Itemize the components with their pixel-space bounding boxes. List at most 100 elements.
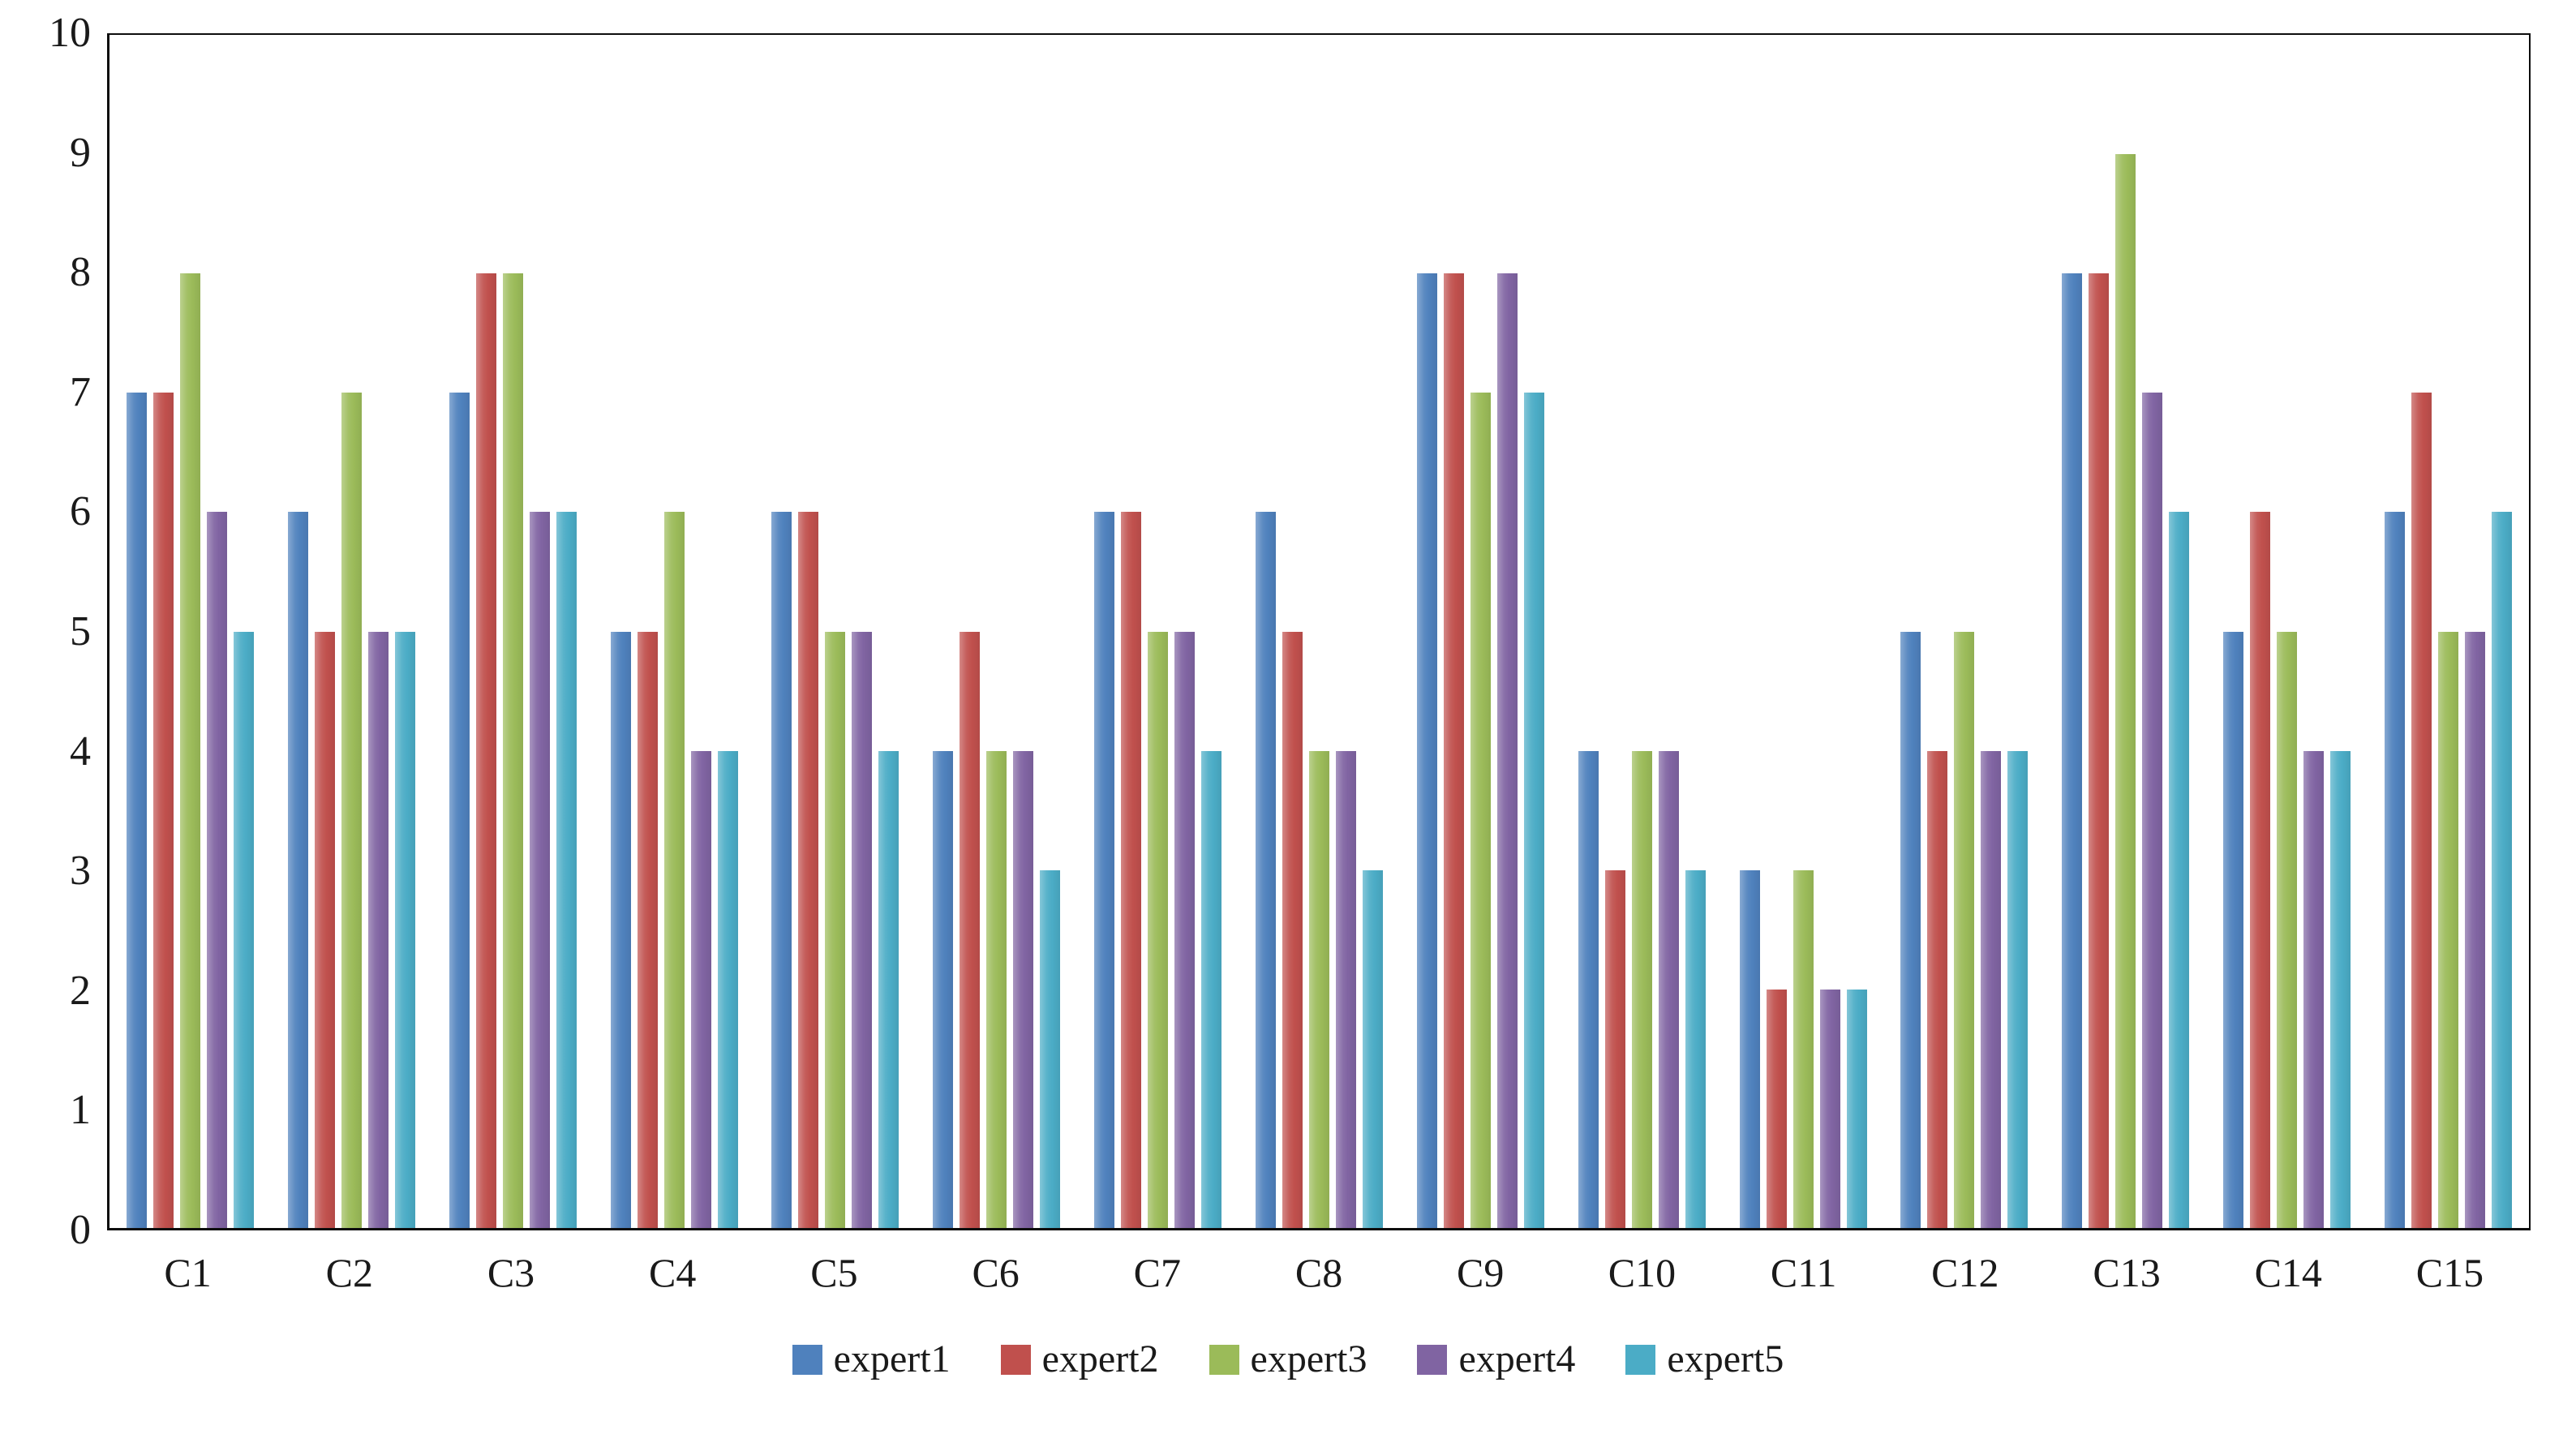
bar-C3-expert1 <box>449 393 470 1228</box>
bar-C10-expert3 <box>1631 750 1652 1228</box>
bar-C9-expert5 <box>1523 393 1544 1228</box>
bar-C8-expert5 <box>1362 869 1383 1228</box>
x-axis-label-C15: C15 <box>2415 1250 2484 1295</box>
x-axis-label-C12: C12 <box>1931 1250 1999 1295</box>
bar-C11-expert5 <box>1846 989 1867 1228</box>
legend-swatch-expert2 <box>1000 1344 1031 1375</box>
bar-group-C9 <box>1400 35 1561 1228</box>
bar-C7-expert4 <box>1174 631 1196 1228</box>
bar-C6-expert4 <box>1013 750 1034 1228</box>
legend-item-expert5: expert5 <box>1625 1340 1784 1379</box>
bar-C1-expert5 <box>233 631 254 1228</box>
bar-C14-expert1 <box>2223 631 2244 1228</box>
bar-group-C7 <box>1077 35 1239 1228</box>
y-axis-tick-label-10: 10 <box>49 10 91 56</box>
bar-C14-expert4 <box>2303 750 2325 1228</box>
x-axis-label-C10: C10 <box>1608 1250 1677 1295</box>
bar-C6-expert3 <box>986 750 1007 1228</box>
y-axis-tick-label-1: 1 <box>70 1087 91 1134</box>
x-axis-label-C5: C5 <box>810 1250 858 1295</box>
legend-swatch-expert4 <box>1417 1344 1448 1375</box>
x-axis-label-C13: C13 <box>2093 1250 2161 1295</box>
bar-C2-expert2 <box>314 631 335 1228</box>
x-axis-label-C6: C6 <box>972 1250 1020 1295</box>
bar-group-C10 <box>1561 35 1723 1228</box>
legend-swatch-expert1 <box>792 1344 822 1375</box>
bar-C8-expert2 <box>1282 631 1303 1228</box>
bar-group-C15 <box>2368 35 2529 1228</box>
bar-C12-expert1 <box>1900 631 1921 1228</box>
y-axis-tick-label-6: 6 <box>70 488 91 535</box>
bar-C14-expert2 <box>2250 512 2271 1228</box>
bar-C6-expert5 <box>1040 869 1061 1228</box>
y-axis-tick-label-2: 2 <box>70 967 91 1014</box>
bar-C12-expert2 <box>1927 750 1948 1228</box>
bar-group-C3 <box>432 35 594 1228</box>
legend-swatch-expert5 <box>1625 1344 1656 1375</box>
bar-C8-expert3 <box>1308 750 1329 1228</box>
bar-C2-expert1 <box>287 512 308 1228</box>
bar-C9-expert3 <box>1470 393 1491 1228</box>
bar-C9-expert1 <box>1416 273 1437 1228</box>
x-axis-label-C1: C1 <box>164 1250 212 1295</box>
bar-C5-expert3 <box>825 631 846 1228</box>
legend-label-expert3: expert3 <box>1250 1337 1367 1380</box>
bar-C13-expert2 <box>2089 273 2110 1228</box>
x-axis-label-C2: C2 <box>325 1250 373 1295</box>
bar-C12-expert4 <box>1981 750 2002 1228</box>
bar-C11-expert1 <box>1739 869 1760 1228</box>
y-axis-tick-label-5: 5 <box>70 608 91 655</box>
bar-C6-expert2 <box>960 631 981 1228</box>
y-axis: 0 1 2 3 4 5 6 7 8 9 10 <box>0 12 91 1252</box>
bar-C1-expert2 <box>152 393 174 1228</box>
y-axis-tick-label-4: 4 <box>70 728 91 775</box>
bar-C4-expert1 <box>610 631 631 1228</box>
bar-C8-expert4 <box>1335 750 1356 1228</box>
bar-C10-expert1 <box>1578 750 1599 1228</box>
bar-C7-expert2 <box>1121 512 1142 1228</box>
x-axis-label-C9: C9 <box>1457 1250 1505 1295</box>
legend-label-expert5: expert5 <box>1667 1337 1784 1380</box>
bar-C4-expert5 <box>717 750 738 1228</box>
bar-C2-expert3 <box>341 393 362 1228</box>
bar-group-C13 <box>2045 35 2206 1228</box>
bar-C5-expert2 <box>798 512 819 1228</box>
legend-item-expert1: expert1 <box>792 1340 951 1379</box>
x-axis-label-C7: C7 <box>1133 1250 1181 1295</box>
bar-C15-expert1 <box>2384 512 2405 1228</box>
bar-C9-expert4 <box>1496 273 1518 1228</box>
bar-group-C4 <box>594 35 755 1228</box>
legend: expert1 expert2 expert3 expert4 expert5 <box>0 1340 2576 1379</box>
x-axis-label-C8: C8 <box>1294 1250 1343 1295</box>
bar-group-C2 <box>271 35 432 1228</box>
bar-C7-expert5 <box>1201 750 1222 1228</box>
bar-C15-expert2 <box>2411 393 2432 1228</box>
bar-C1-expert1 <box>126 393 147 1228</box>
x-axis-label-C4: C4 <box>649 1250 697 1295</box>
legend-label-expert1: expert1 <box>833 1337 951 1380</box>
bar-group-C6 <box>916 35 1077 1228</box>
legend-item-expert3: expert3 <box>1209 1340 1367 1379</box>
bar-C4-expert2 <box>637 631 658 1228</box>
bar-C6-expert1 <box>933 750 954 1228</box>
bar-C15-expert4 <box>2464 631 2485 1228</box>
y-axis-tick-label-3: 3 <box>70 848 91 895</box>
y-axis-tick-label-7: 7 <box>70 368 91 415</box>
bar-group-C12 <box>1883 35 2045 1228</box>
bar-C3-expert2 <box>475 273 496 1228</box>
bar-C14-expert5 <box>2330 750 2351 1228</box>
y-axis-tick-label-9: 9 <box>70 129 91 176</box>
bar-C11-expert2 <box>1766 989 1787 1228</box>
bar-C10-expert5 <box>1685 869 1706 1228</box>
plot-area <box>107 33 2531 1230</box>
bar-C1-expert4 <box>206 512 227 1228</box>
bar-C13-expert4 <box>2142 393 2163 1228</box>
bar-C4-expert4 <box>690 750 711 1228</box>
bar-C13-expert1 <box>2062 273 2083 1228</box>
x-axis-label-C3: C3 <box>487 1250 535 1295</box>
bar-group-C1 <box>109 35 271 1228</box>
bar-C2-expert5 <box>394 631 415 1228</box>
y-axis-tick-label-8: 8 <box>70 249 91 296</box>
bar-C5-expert5 <box>878 750 899 1228</box>
